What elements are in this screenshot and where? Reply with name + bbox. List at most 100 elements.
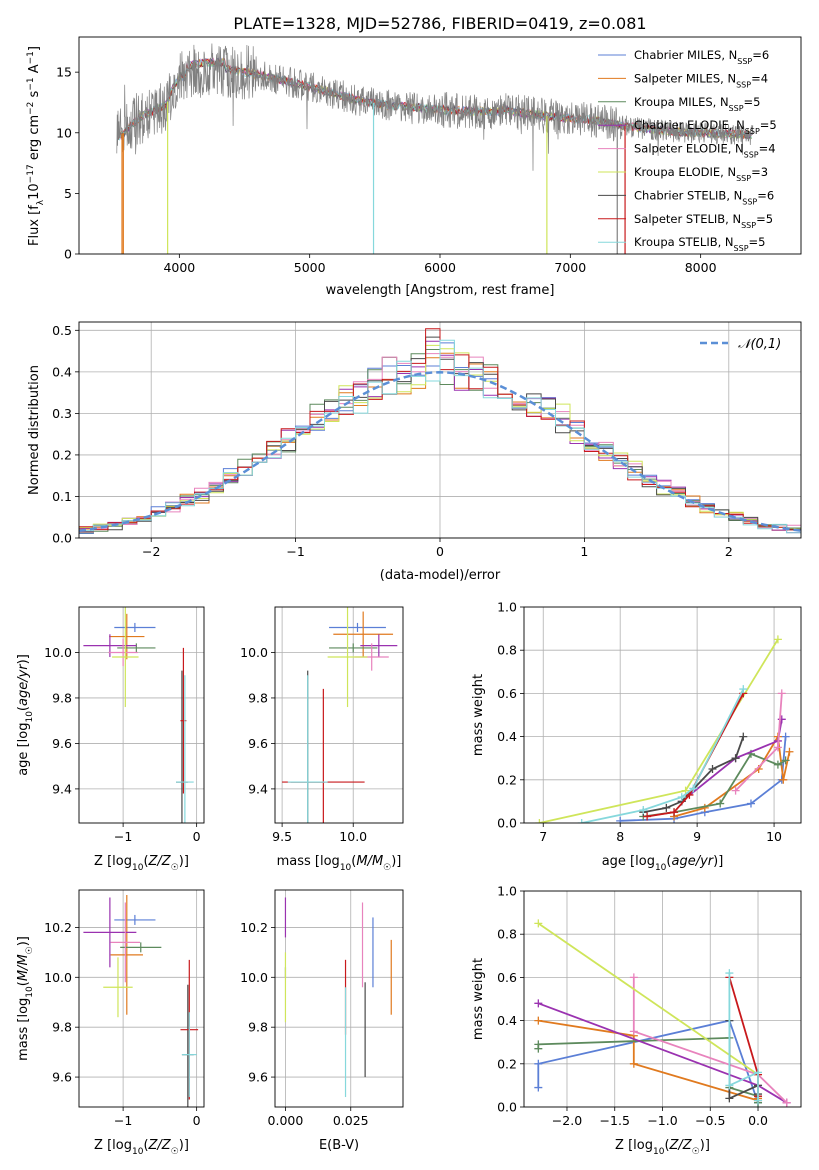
age_vs_mass-ytick-label: 9.4 — [248, 781, 268, 796]
residuals-frame — [78, 321, 802, 539]
legend-ssp: SSP — [742, 197, 757, 206]
residuals-xtick-label: 1 — [580, 544, 588, 559]
series-chabrier-stelib-line — [643, 736, 745, 814]
spectrum-plot-area — [116, 43, 754, 254]
series-salpeter-miles-line — [538, 1019, 759, 1102]
mass_vs_Z-ytick-label: 9.8 — [52, 1020, 72, 1035]
series-salpeter-stelib-marker — [643, 812, 652, 821]
mass_vs_EBV-ytick-label: 9.6 — [248, 1070, 268, 1085]
series-kroupa-stelib-marker — [577, 819, 586, 823]
mass_vs_Z-xlabel-part: )] — [179, 1138, 189, 1153]
series-kroupa-miles-marker — [781, 756, 790, 765]
errorbar-kroupa-stelib — [181, 1012, 197, 1098]
age_vs_Z-ytick-label: 9.8 — [52, 690, 72, 705]
series-salpeter-miles-line — [673, 733, 791, 818]
series-salpeter-miles-marker — [779, 775, 788, 784]
age_vs_Z-ytick-label: 10.0 — [44, 645, 72, 660]
massweight_vs_age-xlabel: age [log10(age/yr)] — [602, 854, 724, 873]
series-salpeter-elodie-marker — [731, 786, 740, 795]
spectrum-ytick-label: 10 — [56, 125, 72, 140]
age_vs_Z-ylabel-part: age [log — [16, 723, 31, 776]
errorbar-kroupa-elodie — [103, 957, 133, 1018]
spectrum-ylabel-part: −17 — [26, 164, 36, 183]
mass_vs_EBV-ytick-label: 10.2 — [240, 920, 268, 935]
age_vs_Z-ytick-label: 9.6 — [52, 736, 72, 751]
legend-label-kroupa-stelib: Kroupa STELIB, NSSP=5 — [634, 235, 765, 253]
massweight_vs_age-frame — [523, 606, 802, 824]
legend-count: =6 — [757, 188, 774, 202]
legend-count: =5 — [744, 95, 761, 109]
massweight_vs_age-ytick-label: 0.4 — [497, 729, 517, 744]
mass_vs_Z-ylabel-part: 10 — [25, 986, 35, 998]
spectrum-ytick-label: 5 — [64, 186, 72, 201]
mass_vs_Z-xlabel-part: 10 — [132, 1147, 144, 1157]
massweight_vs_age-xtick-label: 7 — [539, 829, 547, 844]
age_vs_Z-ylabel-part: )] — [16, 654, 31, 664]
series-salpeter-elodie-marker — [629, 1027, 638, 1036]
mass_vs_Z-ytick-label: 10.2 — [44, 920, 72, 935]
massweight_vs_age-xlabel-part: 10 — [655, 863, 667, 873]
mass_vs_Z-xtick-label: −1 — [114, 1113, 132, 1128]
legend-ssp: SSP — [744, 150, 759, 159]
massweight_vs_Z-xtick-label: −1.5 — [600, 1113, 630, 1128]
errorbar-chabrier-elodie — [83, 897, 137, 968]
series-salpeter-elodie-marker — [629, 973, 638, 982]
mass_vs_EBV-xlabel-part: E(B-V) — [319, 1138, 359, 1153]
legend-count: =3 — [751, 165, 768, 179]
series-salpeter-miles-marker — [785, 747, 794, 756]
mass_vs_Z-frame — [78, 889, 205, 1108]
series-kroupa-miles-marker — [773, 760, 782, 769]
series-kroupa-stelib-marker — [677, 793, 686, 802]
legend-label-kroupa-elodie: Kroupa ELODIE, NSSP=3 — [634, 165, 768, 183]
series-kroupa-stelib — [577, 685, 748, 823]
residuals-panel: −2 −1 0 1 2 0.0 0.1 0.2 0.3 0.4 0.5 𝒩(0,1) (data-mod… — [27, 321, 802, 583]
mass_vs_EBV-ytick-label: 10.0 — [240, 970, 268, 985]
mass_vs_Z-xlabel-part: ( — [143, 1138, 148, 1153]
mass_vs_Z-ylabel-part: M/M — [16, 954, 31, 981]
legend-ssp: SSP — [741, 220, 756, 229]
series-salpeter-elodie-line — [632, 977, 788, 1104]
figure-title: PLATE=1328, MJD=52786, FIBERID=0419, z=0… — [233, 14, 646, 33]
mass_vs_Z-xlabel-part: ☉ — [171, 1147, 179, 1157]
errorbar-kroupa-miles — [120, 942, 162, 953]
residuals-ytick-label: 0.2 — [52, 447, 72, 462]
massweight_vs_Z-xtick-label: −2.0 — [552, 1113, 582, 1128]
observed-spectrum — [116, 43, 754, 171]
massweight_vs_Z-ytick-label: 0.4 — [497, 1013, 517, 1028]
age_vs_Z-xlabel-part: Z/Z — [148, 854, 172, 869]
massweight_vs_Z-ylabel: mass weight — [471, 958, 486, 1040]
series-chabrier-stelib-marker — [731, 754, 740, 763]
massweight_vs_Z-xlabel-part: Z [log — [615, 1138, 653, 1153]
spectrum-xtick-label: 7000 — [554, 260, 586, 275]
series-chabrier-stelib-marker — [662, 803, 671, 812]
age_vs_mass-xlabel-part: mass [log — [277, 854, 340, 869]
massweight_vs_age-xlabel-part: ( — [666, 854, 671, 869]
age_vs_mass-panel: 9.5 10.0 9.4 9.6 9.8 10.0 mass [log10(M/M☉)] — [240, 606, 404, 873]
legend-label-kroupa-miles: Kroupa MILES, NSSP=5 — [634, 95, 760, 113]
massweight_vs_Z-xtick-label: −1.0 — [647, 1113, 677, 1128]
age_vs_Z-xlabel-part: )] — [179, 854, 189, 869]
legend-label-normal: 𝒩(0,1) — [738, 337, 781, 352]
series-kroupa-elodie-marker — [534, 919, 543, 928]
errorbar-chabrier-elodie — [83, 634, 137, 658]
mass_vs_Z-ylabel-part: ( — [16, 981, 31, 986]
legend-model: Chabrier STELIB, N — [634, 188, 742, 202]
series-kroupa-elodie — [534, 919, 763, 1079]
massweight_vs_Z-plot-area — [524, 891, 801, 1107]
spectrum-ytick-label: 0 — [64, 247, 72, 262]
residuals-ytick-label: 0.3 — [52, 406, 72, 421]
age_vs_mass-xlabel-part: M/M — [356, 854, 383, 869]
series-chabrier-miles-marker — [616, 816, 625, 823]
legend-ssp: SSP — [736, 174, 751, 183]
legend-label-chabrier-stelib: Chabrier STELIB, NSSP=6 — [634, 188, 774, 206]
spectrum-ylabel-part: Flux [f — [27, 205, 42, 246]
spectrum-frame — [78, 36, 802, 255]
series-kroupa-stelib-marker — [754, 1096, 763, 1105]
mass_vs_Z-plot-area — [79, 890, 204, 1107]
massweight_vs_Z-panel: −2.0 −1.5 −1.0 −0.5 0.0 0.0 0.2 0.4 0.6 0.8 1.0 Z [… — [471, 884, 802, 1157]
series-salpeter-miles-marker — [629, 1059, 638, 1068]
series-chabrier-stelib-marker — [725, 1094, 734, 1103]
age_vs_Z-panel: −1 09.49.69.810.0Z [log10(Z/Z☉)]age [log1… — [16, 606, 205, 873]
massweight_vs_age-xlabel-part: age/yr — [671, 854, 714, 869]
